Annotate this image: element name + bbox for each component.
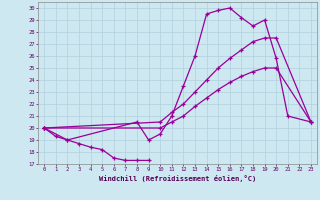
- X-axis label: Windchill (Refroidissement éolien,°C): Windchill (Refroidissement éolien,°C): [99, 175, 256, 182]
